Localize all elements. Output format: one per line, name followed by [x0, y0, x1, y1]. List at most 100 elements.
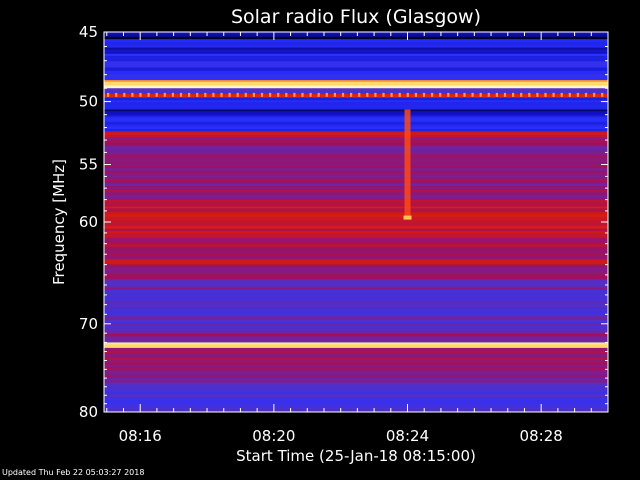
frequency-band — [104, 274, 608, 281]
band-row — [104, 85, 608, 88]
band-row — [104, 134, 608, 138]
periodic-mark — [228, 92, 231, 97]
band-row — [104, 379, 608, 383]
frequency-band — [104, 109, 608, 115]
band-row — [104, 165, 608, 169]
band-row — [104, 172, 608, 175]
band-row — [104, 129, 608, 132]
periodic-mark — [406, 92, 409, 97]
band-row — [104, 170, 608, 173]
periodic-mark — [252, 92, 255, 97]
frequency-band — [104, 53, 608, 81]
periodic-mark — [593, 92, 596, 97]
periodic-mark — [560, 92, 563, 97]
periodic-mark — [463, 92, 466, 97]
frequency-band — [104, 80, 608, 86]
band-row — [104, 49, 608, 53]
band-row — [104, 139, 608, 144]
band-row — [104, 210, 608, 213]
radio-burst — [403, 109, 412, 220]
frequency-band — [104, 97, 608, 110]
band-row — [104, 70, 608, 75]
band-row — [104, 320, 608, 323]
band-row — [104, 279, 608, 283]
y-axis-label: Frequency [MHz] — [50, 159, 68, 285]
band-row — [104, 391, 608, 395]
band-row — [104, 149, 608, 152]
y-tick-label: 55 — [79, 156, 98, 174]
periodic-mark — [503, 92, 507, 97]
band-row — [104, 223, 608, 227]
periodic-mark — [236, 92, 239, 97]
band-row — [104, 212, 608, 215]
band-row — [104, 263, 608, 265]
band-row — [104, 389, 608, 393]
band-row — [104, 175, 608, 179]
band-row — [104, 154, 608, 159]
periodic-mark — [568, 92, 571, 97]
band-row — [104, 124, 608, 127]
periodic-mark — [341, 92, 345, 97]
band-row — [104, 235, 608, 239]
band-row — [104, 369, 608, 373]
band-row — [104, 93, 608, 96]
periodic-mark — [584, 92, 588, 97]
periodic-mark — [366, 92, 369, 97]
x-tick-label: 08:20 — [252, 427, 295, 445]
band-row — [104, 100, 608, 103]
band-row — [104, 208, 608, 211]
frequency-band — [104, 131, 608, 138]
band-row — [104, 233, 608, 236]
band-row — [104, 277, 608, 280]
band-row — [104, 188, 608, 190]
y-axis: 45 50 55 60 70 80 — [79, 23, 608, 421]
periodic-mark — [447, 92, 450, 97]
band-row — [104, 342, 608, 345]
periodic-mark — [204, 92, 207, 97]
x-tick-label: 08:28 — [520, 427, 563, 445]
band-row — [104, 131, 608, 134]
band-row — [104, 400, 608, 404]
periodic-mark — [455, 92, 458, 97]
periodic-mark — [552, 92, 555, 97]
periodic-mark — [439, 92, 442, 97]
y-tick-label: 50 — [79, 93, 98, 111]
periodic-mark — [277, 92, 280, 97]
band-row — [104, 34, 608, 38]
band-row — [104, 63, 608, 66]
periodic-mark — [220, 92, 223, 97]
band-row — [104, 294, 608, 298]
band-row — [104, 59, 608, 62]
band-row — [104, 47, 608, 50]
periodic-mark — [471, 92, 474, 97]
band-row — [104, 116, 608, 120]
band-row — [104, 410, 608, 412]
band-row — [104, 364, 608, 368]
band-row — [104, 81, 608, 85]
band-row — [104, 80, 608, 83]
y-tick-label: 45 — [79, 23, 98, 41]
band-row — [104, 405, 608, 409]
band-row — [104, 259, 608, 262]
band-row — [104, 255, 608, 260]
band-row — [104, 304, 608, 308]
band-row — [104, 310, 608, 314]
frequency-band — [104, 88, 608, 94]
band-row — [104, 198, 608, 200]
band-row — [104, 118, 608, 123]
frequency-band — [104, 264, 608, 276]
frequency-band — [104, 347, 608, 366]
periodic-mark — [495, 92, 498, 97]
periodic-mark — [139, 92, 142, 97]
periodic-mark — [147, 92, 150, 97]
frequency-band — [104, 382, 608, 412]
band-row — [104, 56, 608, 60]
frequency-band — [104, 342, 608, 349]
frequency-band — [104, 93, 608, 98]
periodic-mark — [479, 92, 482, 97]
band-row — [104, 289, 608, 294]
band-row — [104, 336, 608, 340]
band-row — [104, 126, 608, 130]
periodic-mark — [544, 92, 547, 97]
